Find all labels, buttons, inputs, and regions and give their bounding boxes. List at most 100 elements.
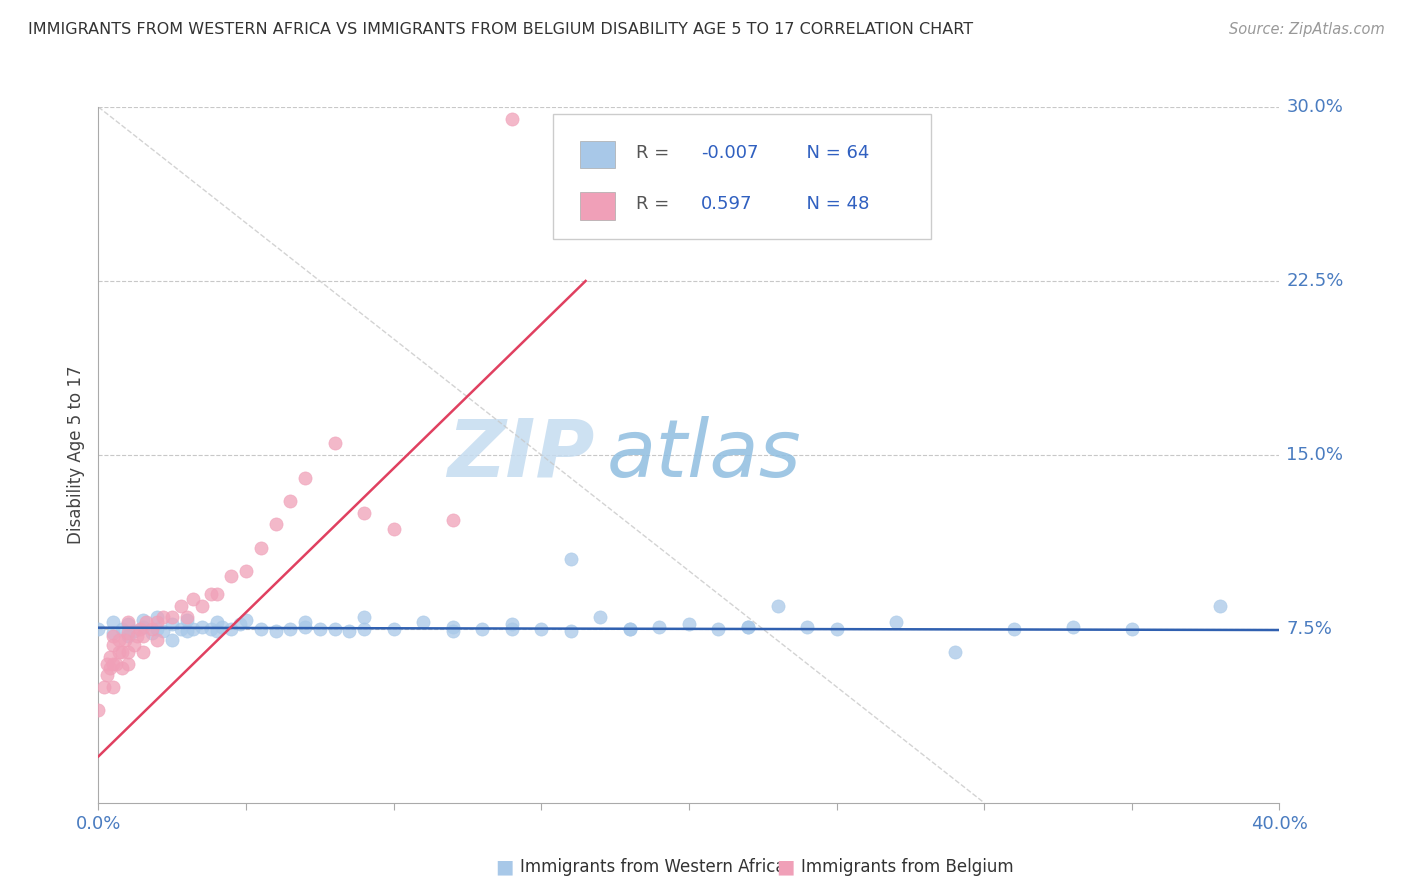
Point: [98, 661, 121, 675]
Point: [441, 624, 464, 639]
Point: [146, 615, 169, 629]
Point: [132, 619, 155, 633]
Point: [501, 617, 523, 632]
Point: [1002, 622, 1025, 636]
Point: [146, 622, 169, 636]
Point: [132, 613, 155, 627]
Text: 22.5%: 22.5%: [1286, 272, 1344, 290]
Point: [278, 622, 302, 636]
Point: [176, 613, 198, 627]
Point: [560, 624, 582, 639]
Point: [87, 622, 110, 636]
Point: [117, 615, 139, 629]
Point: [108, 633, 131, 648]
Point: [501, 622, 523, 636]
Text: ZIP: ZIP: [447, 416, 595, 494]
Y-axis label: Disability Age 5 to 17: Disability Age 5 to 17: [67, 366, 86, 544]
Text: atlas: atlas: [606, 416, 801, 494]
Point: [678, 617, 700, 632]
Point: [619, 622, 641, 636]
Point: [219, 568, 242, 582]
Point: [323, 622, 346, 636]
Point: [219, 622, 242, 636]
Point: [737, 619, 759, 633]
Point: [191, 619, 214, 633]
Point: [441, 619, 464, 633]
Point: [96, 657, 118, 671]
Point: [250, 622, 273, 636]
Point: [200, 622, 222, 636]
Text: 15.0%: 15.0%: [1286, 446, 1344, 464]
Point: [294, 471, 316, 485]
Text: R =: R =: [636, 145, 675, 162]
Point: [117, 617, 139, 632]
Point: [1209, 599, 1232, 613]
Text: N = 64: N = 64: [796, 145, 869, 162]
Point: [412, 615, 434, 629]
Point: [103, 615, 125, 629]
Point: [205, 587, 228, 601]
Point: [108, 645, 131, 659]
Point: [117, 629, 139, 643]
Point: [471, 622, 494, 636]
Point: [105, 657, 128, 671]
Point: [181, 591, 204, 606]
Point: [353, 622, 375, 636]
Point: [87, 703, 110, 717]
Point: [135, 615, 157, 629]
Point: [235, 564, 257, 578]
Point: [146, 610, 169, 624]
Point: [122, 624, 145, 639]
Text: N = 48: N = 48: [796, 195, 869, 213]
Text: IMMIGRANTS FROM WESTERN AFRICA VS IMMIGRANTS FROM BELGIUM DISABILITY AGE 5 TO 17: IMMIGRANTS FROM WESTERN AFRICA VS IMMIGR…: [28, 22, 973, 37]
Point: [278, 494, 302, 508]
Point: [294, 615, 316, 629]
Point: [176, 610, 198, 624]
Point: [200, 587, 222, 601]
Text: Immigrants from Belgium: Immigrants from Belgium: [801, 858, 1014, 876]
Point: [111, 645, 134, 659]
Point: [170, 599, 193, 613]
Point: [796, 619, 818, 633]
Point: [141, 622, 163, 636]
Point: [132, 645, 155, 659]
Point: [211, 619, 233, 633]
Point: [250, 541, 273, 555]
Point: [766, 599, 789, 613]
Point: [1062, 619, 1084, 633]
Point: [103, 626, 125, 640]
Point: [96, 668, 118, 682]
Point: [125, 629, 148, 643]
FancyBboxPatch shape: [553, 114, 931, 239]
Point: [114, 633, 136, 648]
Point: [162, 617, 183, 632]
Point: [162, 610, 183, 624]
Point: [103, 638, 125, 652]
Point: [229, 617, 252, 632]
Point: [181, 622, 204, 636]
Point: [648, 619, 671, 633]
Point: [141, 626, 163, 640]
Point: [103, 629, 125, 643]
Point: [943, 645, 966, 659]
Point: [619, 622, 641, 636]
Point: [737, 619, 759, 633]
Point: [122, 638, 145, 652]
Text: 30.0%: 30.0%: [1286, 98, 1343, 116]
Point: [1121, 622, 1143, 636]
Point: [264, 517, 287, 532]
Point: [323, 436, 346, 450]
Point: [111, 622, 134, 636]
Text: 7.5%: 7.5%: [1286, 620, 1333, 638]
Text: ■: ■: [495, 857, 513, 877]
Point: [235, 613, 257, 627]
Point: [111, 661, 134, 675]
FancyBboxPatch shape: [581, 193, 614, 219]
Point: [884, 615, 907, 629]
Point: [382, 622, 405, 636]
Point: [353, 506, 375, 520]
Point: [128, 622, 150, 636]
Point: [103, 657, 125, 671]
Point: [191, 599, 214, 613]
Point: [337, 624, 360, 639]
